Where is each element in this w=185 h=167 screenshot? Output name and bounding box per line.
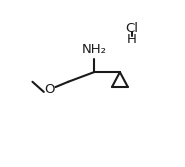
Text: Cl: Cl [126, 22, 139, 35]
Text: O: O [44, 83, 55, 96]
Text: NH₂: NH₂ [82, 43, 107, 56]
Text: H: H [127, 33, 137, 46]
